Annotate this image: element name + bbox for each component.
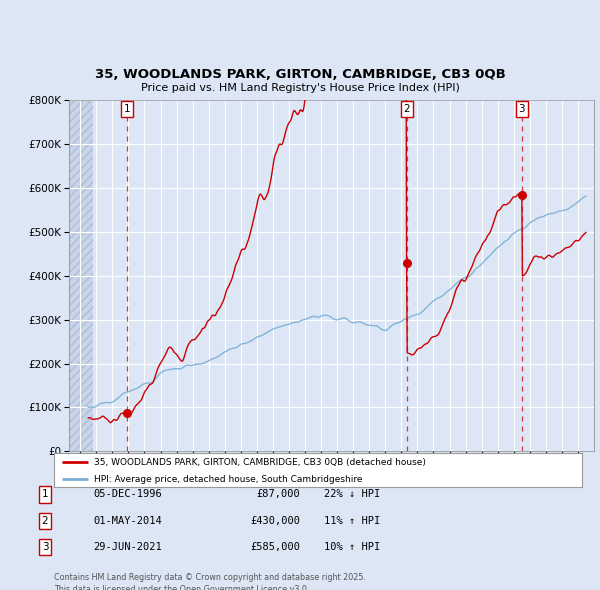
Text: £87,000: £87,000 <box>256 490 300 499</box>
Text: HPI: Average price, detached house, South Cambridgeshire: HPI: Average price, detached house, Sout… <box>94 475 362 484</box>
Text: 10% ↑ HPI: 10% ↑ HPI <box>324 542 380 552</box>
Text: Price paid vs. HM Land Registry's House Price Index (HPI): Price paid vs. HM Land Registry's House … <box>140 83 460 93</box>
Text: £430,000: £430,000 <box>250 516 300 526</box>
Text: 11% ↑ HPI: 11% ↑ HPI <box>324 516 380 526</box>
Text: 1: 1 <box>41 490 49 499</box>
Text: 3: 3 <box>41 542 49 552</box>
Text: 22% ↓ HPI: 22% ↓ HPI <box>324 490 380 499</box>
Text: 05-DEC-1996: 05-DEC-1996 <box>93 490 162 499</box>
Text: £585,000: £585,000 <box>250 542 300 552</box>
Bar <box>69 100 93 451</box>
Text: Contains HM Land Registry data © Crown copyright and database right 2025.
This d: Contains HM Land Registry data © Crown c… <box>54 573 366 590</box>
Text: 35, WOODLANDS PARK, GIRTON, CAMBRIDGE, CB3 0QB: 35, WOODLANDS PARK, GIRTON, CAMBRIDGE, C… <box>95 68 505 81</box>
Text: 3: 3 <box>518 104 525 114</box>
Bar <box>69 100 93 451</box>
Text: 29-JUN-2021: 29-JUN-2021 <box>93 542 162 552</box>
Text: 35, WOODLANDS PARK, GIRTON, CAMBRIDGE, CB3 0QB (detached house): 35, WOODLANDS PARK, GIRTON, CAMBRIDGE, C… <box>94 458 425 467</box>
Text: 2: 2 <box>41 516 49 526</box>
Text: 01-MAY-2014: 01-MAY-2014 <box>93 516 162 526</box>
Text: 1: 1 <box>124 104 131 114</box>
Text: 2: 2 <box>403 104 410 114</box>
